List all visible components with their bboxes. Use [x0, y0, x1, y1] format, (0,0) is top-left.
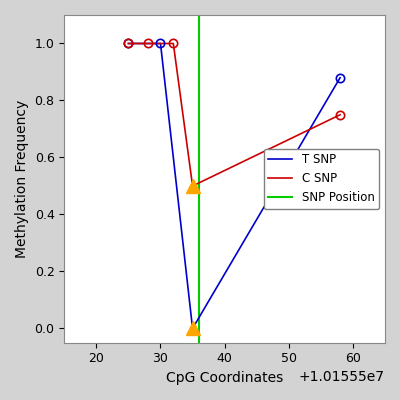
Y-axis label: Methylation Frequency: Methylation Frequency — [15, 100, 29, 258]
X-axis label: CpG Coordinates: CpG Coordinates — [166, 371, 283, 385]
Legend: T SNP, C SNP, SNP Position: T SNP, C SNP, SNP Position — [264, 149, 379, 209]
